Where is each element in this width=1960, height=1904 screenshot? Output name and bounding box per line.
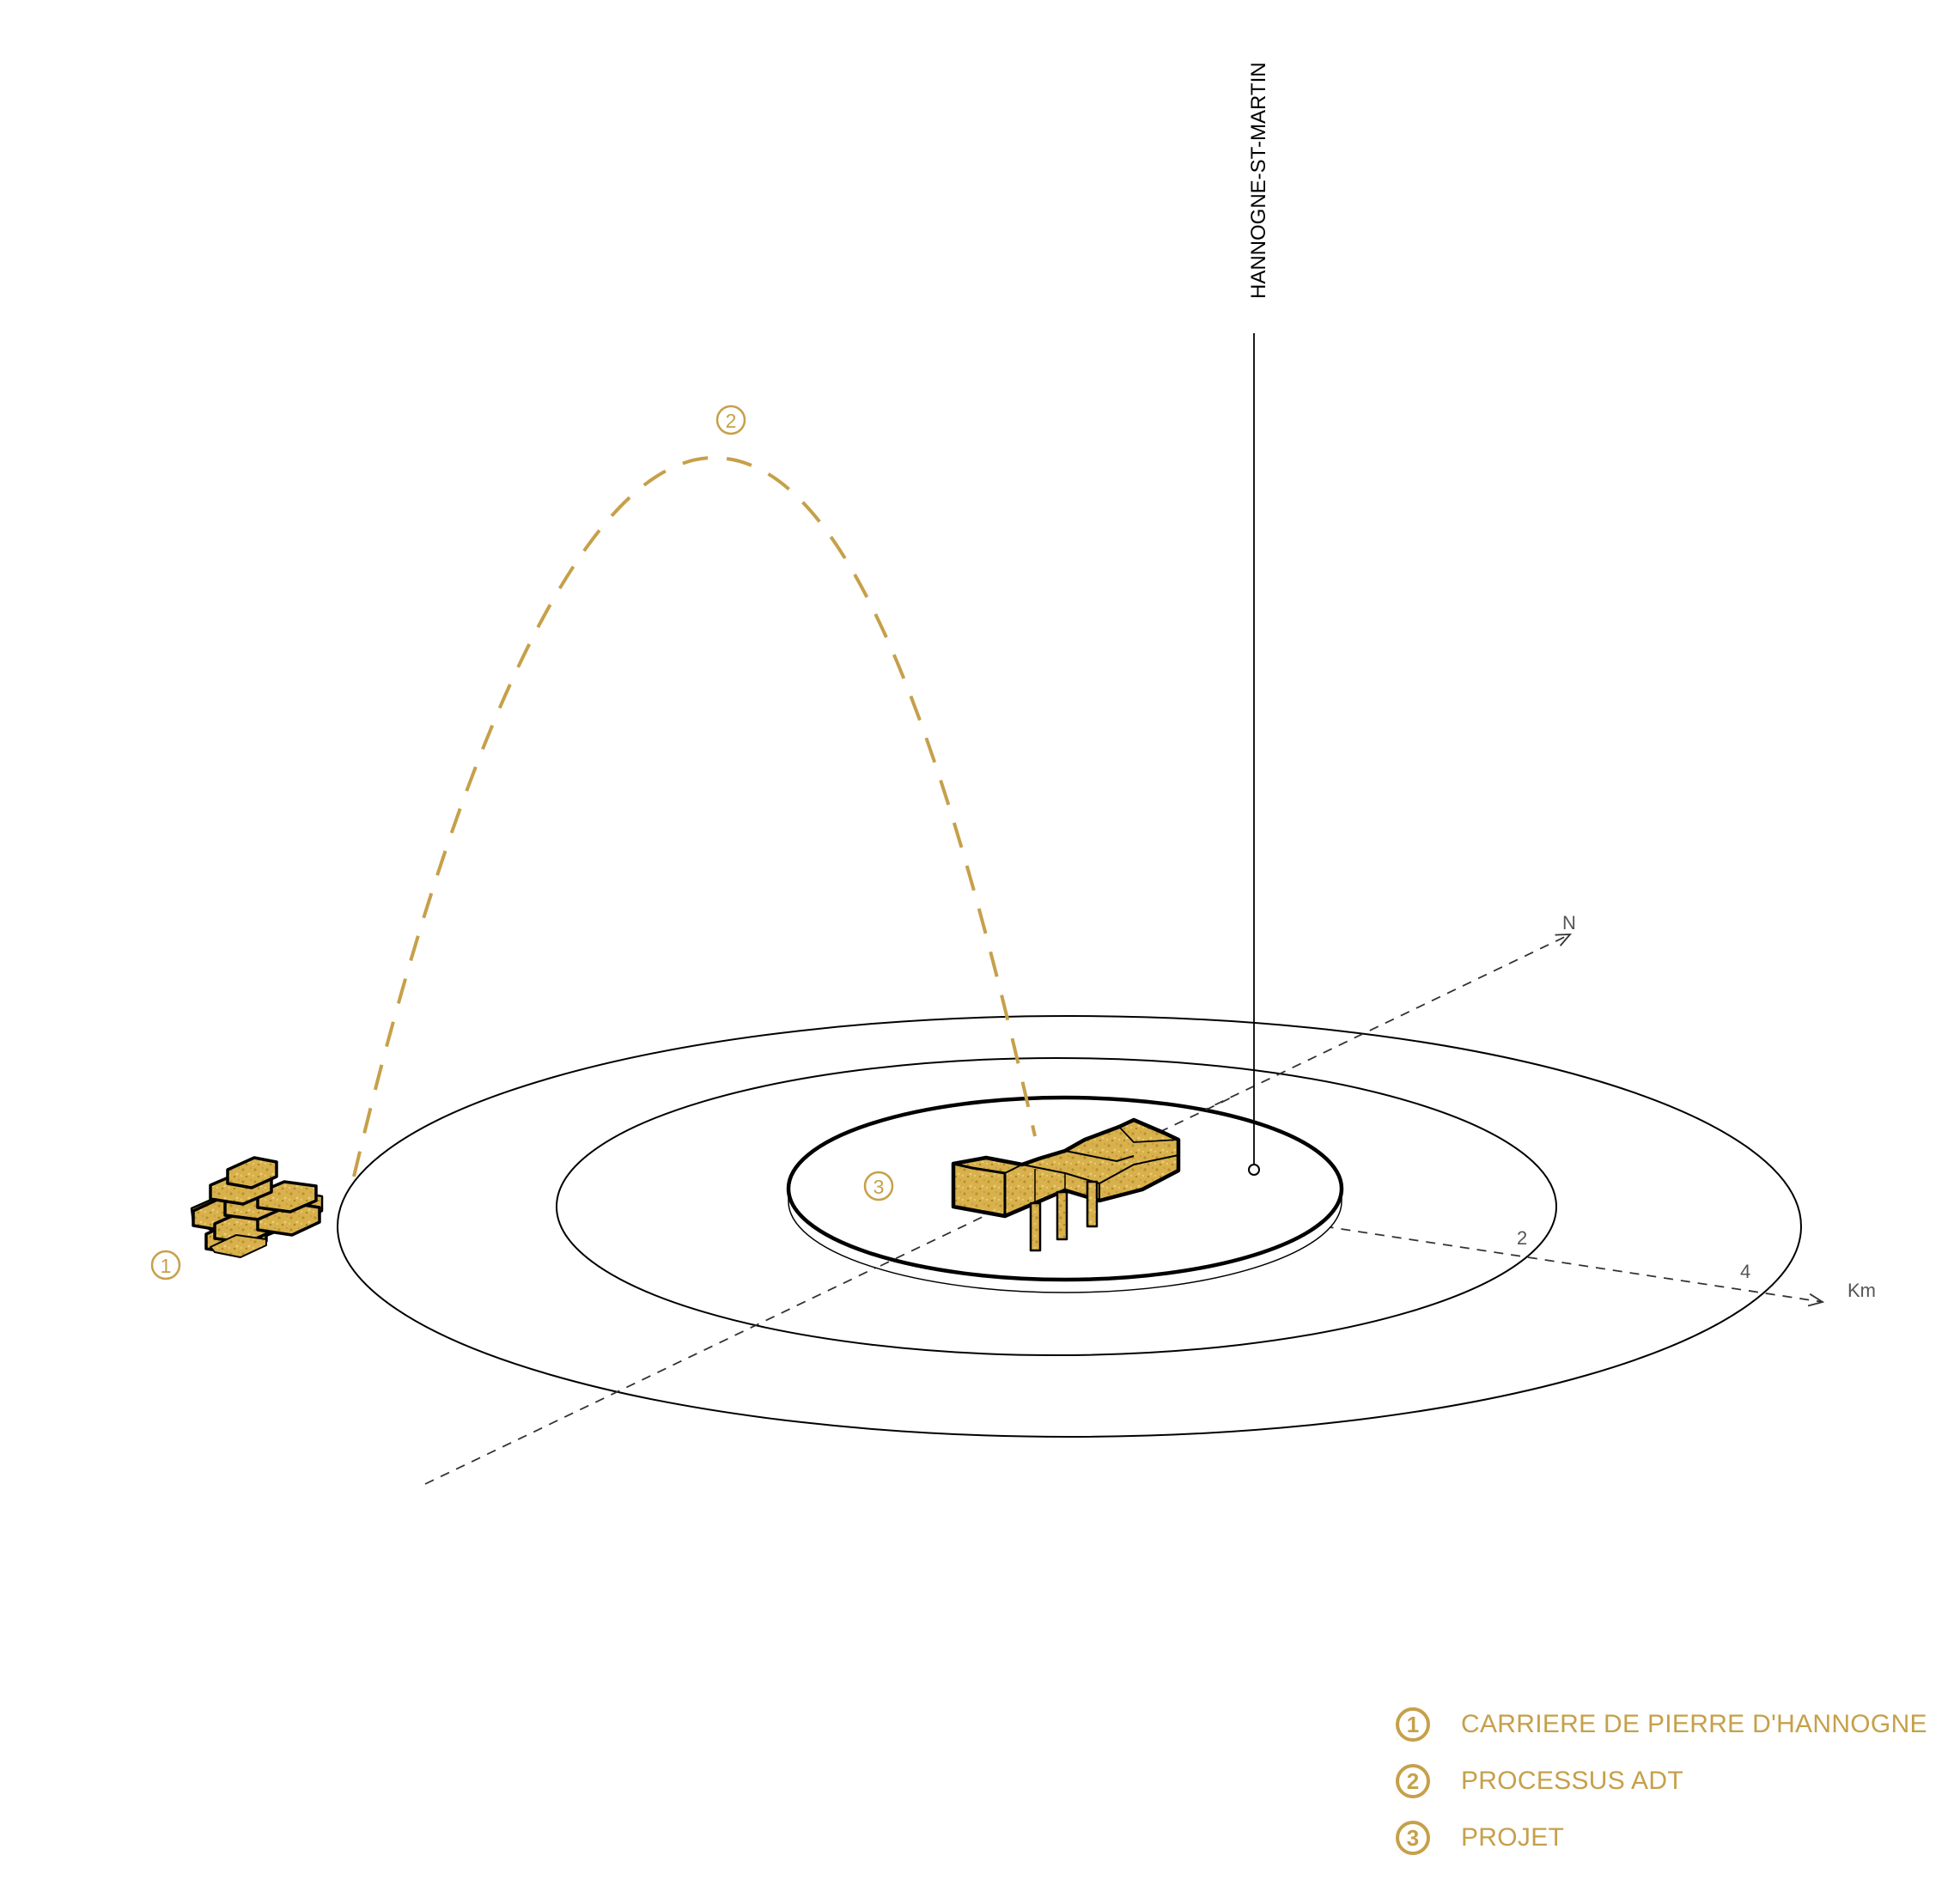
north-axis-label: N bbox=[1562, 912, 1576, 934]
marker-project-number: 3 bbox=[873, 1176, 885, 1198]
adt-process-arc bbox=[352, 455, 1037, 1177]
marker-process: 2 bbox=[715, 405, 746, 435]
legend-number-badge: 1 bbox=[1396, 1707, 1430, 1742]
distance-unit-label: Km bbox=[1847, 1280, 1876, 1301]
middle-ring-2km bbox=[556, 1057, 1557, 1356]
marker-process-number: 2 bbox=[726, 410, 737, 432]
marker-quarry: 1 bbox=[150, 1250, 181, 1280]
legend-number-badge: 3 bbox=[1396, 1821, 1430, 1855]
location-pin-dot bbox=[1248, 1164, 1260, 1176]
legend: 1 CARRIERE DE PIERRE D'HANNOGNE 2 PROCES… bbox=[1396, 1696, 1945, 1866]
quarry-blocks bbox=[190, 1156, 324, 1258]
distance-tick-2: 2 bbox=[1517, 1227, 1527, 1249]
marker-project: 3 bbox=[863, 1171, 894, 1201]
place-label: HANNOGNE-ST-MARTIN bbox=[1247, 62, 1270, 299]
legend-item: 1 CARRIERE DE PIERRE D'HANNOGNE bbox=[1396, 1696, 1945, 1753]
project-building bbox=[951, 1117, 1181, 1252]
legend-label: PROCESSUS ADT bbox=[1461, 1767, 1683, 1795]
legend-item: 3 PROJET bbox=[1396, 1810, 1945, 1866]
outer-ring-4km bbox=[337, 1015, 1802, 1438]
legend-label: PROJET bbox=[1461, 1823, 1565, 1852]
legend-number-badge: 2 bbox=[1396, 1764, 1430, 1798]
distance-tick-4: 4 bbox=[1740, 1261, 1750, 1282]
marker-quarry-number: 1 bbox=[161, 1255, 172, 1277]
legend-label: CARRIERE DE PIERRE D'HANNOGNE bbox=[1461, 1710, 1927, 1738]
legend-item: 2 PROCESSUS ADT bbox=[1396, 1753, 1945, 1810]
north-axis bbox=[424, 934, 1570, 1485]
